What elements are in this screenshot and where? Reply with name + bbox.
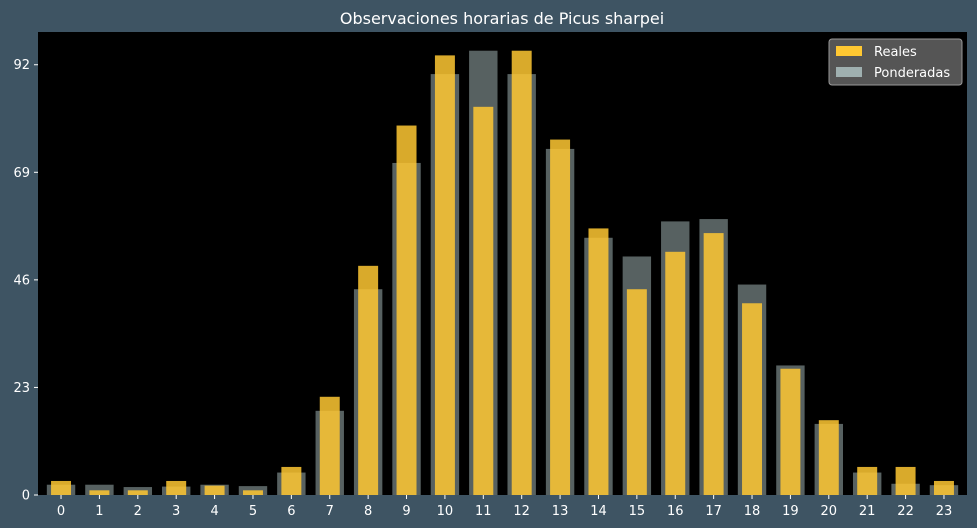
x-tick-label: 21 [859,504,876,519]
y-axis: 0 23 46 69 92 [13,58,38,504]
x-tick-label: 8 [364,504,372,519]
bar-reales-3 [166,480,187,495]
x-tick-label: 15 [629,504,646,519]
x-tick-label: 3 [172,504,180,519]
bar-reales-13 [550,139,571,495]
bar-reales-0 [51,480,72,495]
x-tick-label: 18 [744,504,761,519]
y-tick-label: 23 [13,381,30,396]
bar-reales-6 [281,466,302,495]
x-tick-label: 22 [897,504,914,519]
real-series [51,50,954,496]
bar-reales-4 [204,485,225,495]
legend-swatch-ponderadas [836,67,862,77]
x-tick-label: 23 [936,504,953,519]
x-tick-label: 12 [513,504,530,519]
x-tick-label: 5 [249,504,257,519]
x-tick-label: 16 [667,504,684,519]
chart-title: Observaciones horarias de Picus sharpei [340,9,664,28]
bar-reales-21 [857,466,878,495]
y-tick-label: 92 [13,58,30,73]
x-tick-label: 14 [590,504,607,519]
bar-reales-17 [703,233,724,495]
bar-reales-18 [742,303,763,495]
bar-reales-1 [89,490,110,495]
bar-reales-5 [242,490,263,495]
bar-reales-2 [127,490,148,495]
bar-reales-11 [473,106,494,496]
x-tick-label: 6 [287,504,295,519]
legend-label-reales: Reales [874,45,917,60]
x-tick-label: 2 [134,504,142,519]
x-tick-label: 20 [821,504,838,519]
x-tick-label: 9 [402,504,410,519]
bar-reales-23 [933,480,954,495]
x-axis: 0 1 2 3 4 5 6 7 8 9 10 11 12 13 14 15 16 17 18 19 20 21 22 23 [57,495,952,519]
bar-reales-8 [358,265,379,495]
bar-reales-20 [818,420,839,495]
y-tick-label: 0 [22,489,30,504]
legend-label-ponderadas: Ponderadas [874,66,950,81]
legend-box [828,38,963,86]
x-tick-label: 1 [95,504,103,519]
bar-ponderadas-1 [85,484,114,495]
bar-reales-14 [588,228,609,495]
bar-reales-15 [626,289,647,495]
legend-swatch-reales [836,46,862,56]
x-tick-label: 4 [210,504,218,519]
bar-reales-7 [319,396,340,495]
x-tick-label: 0 [57,504,65,519]
x-tick-label: 11 [475,504,492,519]
bar-reales-19 [780,368,801,495]
x-tick-label: 7 [326,504,334,519]
x-tick-label: 17 [705,504,722,519]
x-tick-label: 19 [782,504,799,519]
bar-reales-22 [895,466,916,495]
bar-reales-12 [511,50,532,496]
bar-reales-16 [665,251,686,495]
bar-reales-10 [434,55,455,495]
y-tick-label: 46 [13,273,30,288]
x-tick-label: 10 [437,504,454,519]
plot-area [38,32,967,495]
x-tick-label: 13 [552,504,569,519]
bar-reales-9 [396,125,417,496]
y-tick-label: 69 [13,166,30,181]
legend: Reales Ponderadas [828,38,963,86]
